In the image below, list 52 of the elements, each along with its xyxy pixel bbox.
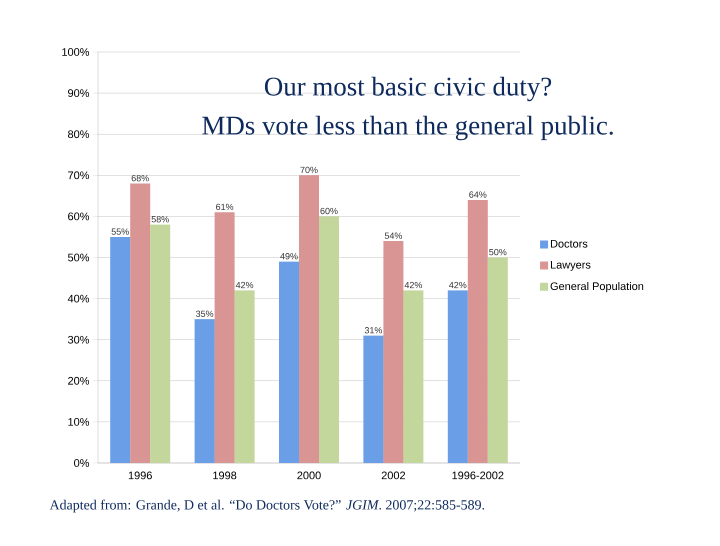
text: Adapted from: Grande, D et al. “Do Doctors Vote?” JGIM. 2007;22:585-589. (50, 500, 484, 512)
bar (279, 262, 299, 463)
bar (488, 257, 508, 463)
data-label: 70% (300, 166, 318, 174)
data-label: 49% (280, 253, 298, 260)
bar (448, 290, 468, 463)
x-tick-label: 2002 (382, 472, 406, 480)
x-tick-label: 1998 (213, 472, 236, 480)
y-tick-label: 70% (68, 171, 90, 180)
bar (468, 200, 488, 463)
bar (403, 290, 424, 463)
bar (319, 216, 339, 463)
bar (299, 175, 319, 463)
data-label: 64% (469, 191, 486, 198)
y-tick-label: 60% (68, 212, 90, 220)
legend-label: Doctors (550, 240, 588, 248)
y-tick-label: 40% (68, 294, 90, 302)
y-tick-label: 30% (68, 336, 90, 344)
bar (363, 336, 384, 463)
bar (214, 212, 235, 463)
x-tick-label: 1996-2002 (452, 472, 504, 480)
y-tick-label: 0% (74, 459, 90, 467)
y-tick-label: 50% (68, 254, 90, 262)
y-tick-label: 90% (68, 89, 90, 97)
y-tick-label: 20% (68, 376, 90, 385)
bar (150, 224, 170, 463)
data-label: 42% (236, 282, 254, 288)
data-label: 50% (489, 248, 506, 256)
text: Our most basic civic duty? (264, 76, 552, 102)
y-tick-label: 100% (62, 48, 90, 56)
data-label: 60% (320, 208, 338, 214)
bar (194, 319, 215, 463)
legend-label: Lawyers (550, 261, 590, 271)
y-tick-label: 80% (68, 130, 90, 138)
bar (130, 184, 150, 463)
data-label: 68% (132, 174, 149, 182)
legend-label: General Population (550, 282, 644, 292)
y-tick-label: 10% (68, 418, 90, 426)
data-label: 31% (364, 327, 382, 334)
data-label: 55% (112, 228, 129, 235)
x-tick-label: 1996 (128, 472, 152, 480)
data-label: 35% (196, 310, 214, 317)
text: MDs vote less than the general public. (202, 116, 613, 140)
data-label: 54% (384, 232, 402, 239)
data-label: 58% (152, 216, 169, 222)
bar (383, 241, 404, 463)
data-label: 61% (216, 204, 234, 210)
bar (110, 236, 130, 463)
x-tick-label: 2000 (297, 472, 321, 480)
data-label: 42% (449, 282, 466, 288)
bar (234, 290, 255, 463)
data-label: 42% (404, 282, 422, 288)
